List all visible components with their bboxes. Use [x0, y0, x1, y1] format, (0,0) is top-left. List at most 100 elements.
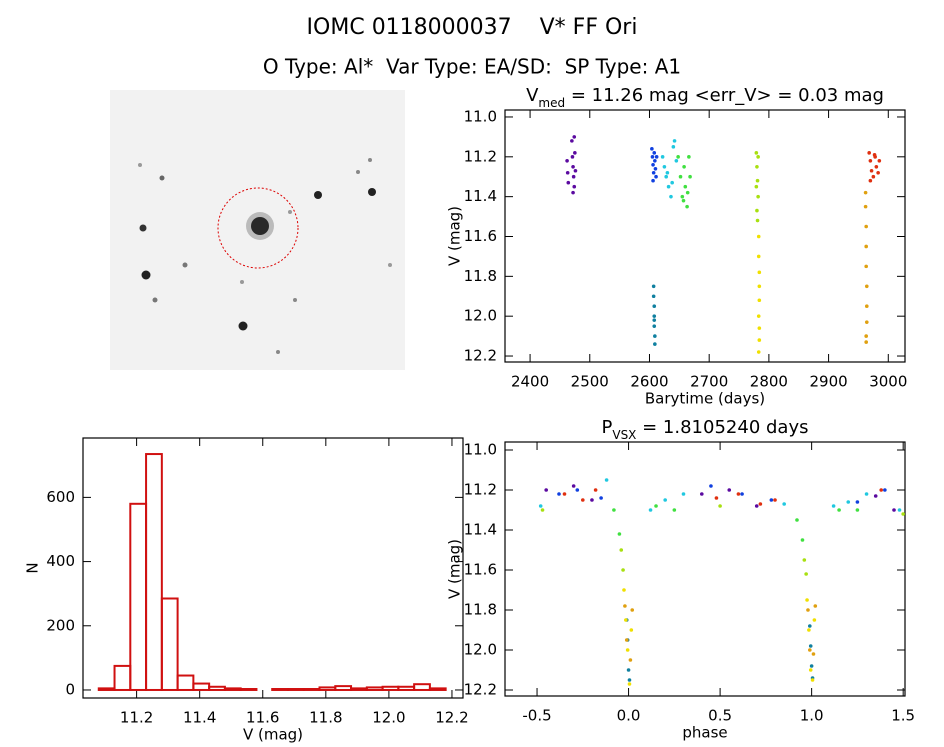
data-point: [651, 178, 655, 183]
data-point: [901, 512, 905, 516]
data-point: [811, 652, 816, 656]
histogram-bar: [318, 686, 337, 691]
data-point: [806, 608, 810, 612]
data-point: [864, 224, 868, 229]
data-point: [755, 218, 760, 223]
data-point: [864, 334, 868, 338]
x-axis-label: phase: [682, 724, 727, 742]
y-tick-label: 600: [46, 488, 75, 506]
x-tick-label: 0.5: [708, 707, 732, 725]
data-point: [572, 184, 577, 189]
plot-frame: [504, 441, 906, 697]
data-point: [831, 504, 836, 508]
data-point: [756, 155, 760, 159]
chart-title-part: = 1.8105240 days: [636, 417, 808, 438]
data-point: [873, 494, 878, 498]
y-tick-label: 11.8: [464, 601, 497, 619]
data-point: [757, 270, 762, 275]
data-point: [652, 151, 657, 155]
histogram-bar: [145, 453, 163, 691]
data-point: [846, 500, 851, 504]
data-point: [566, 180, 571, 185]
data-point: [681, 198, 686, 203]
data-point: [604, 478, 609, 482]
data-point: [808, 644, 813, 648]
data-point: [653, 158, 657, 163]
x-tick-label: 2700: [690, 373, 728, 391]
histogram-bar: [113, 664, 132, 691]
data-point: [809, 664, 814, 668]
data-point: [773, 498, 777, 502]
data-point: [617, 532, 622, 536]
data-point: [758, 502, 763, 506]
data-point: [625, 648, 630, 652]
data-point: [669, 194, 673, 199]
data-point: [663, 498, 667, 502]
data-point: [571, 484, 576, 488]
figure-title: IOMC 0118000037 V* FF Ori: [307, 15, 638, 40]
data-point: [572, 135, 577, 139]
data-point: [683, 184, 688, 189]
chart-title: PVSX = 1.8105240 days: [602, 417, 809, 442]
y-tick-label: 12.0: [464, 307, 497, 325]
data-point: [570, 139, 574, 143]
chart-title-part: med: [538, 96, 565, 110]
data-point: [804, 572, 808, 576]
data-point: [872, 153, 877, 157]
y-tick-label: 12.0: [464, 641, 497, 659]
histogram-bar: [413, 683, 431, 691]
data-point: [653, 342, 657, 346]
x-tick-label: 2500: [571, 373, 609, 391]
data-point: [685, 204, 689, 209]
x-tick-label: 2800: [750, 373, 788, 391]
y-axis-label: N: [24, 562, 42, 573]
data-point: [808, 668, 813, 672]
chart-title-part: V: [526, 85, 539, 106]
data-point: [813, 604, 818, 608]
data-point: [565, 170, 570, 175]
data-point: [628, 658, 633, 662]
data-point: [755, 164, 759, 169]
data-point: [699, 492, 704, 496]
data-point: [808, 648, 812, 652]
data-point: [864, 284, 869, 289]
data-point: [874, 164, 879, 169]
data-point: [802, 558, 807, 562]
data-point: [666, 184, 671, 189]
plot-frame: [82, 437, 464, 699]
data-point: [651, 162, 655, 167]
data-point: [687, 155, 691, 159]
y-tick-label: 11.4: [464, 187, 497, 205]
data-point: [727, 488, 732, 492]
data-point: [538, 504, 543, 508]
data-point: [648, 508, 653, 512]
data-point: [864, 244, 868, 249]
histogram-bar: [286, 688, 305, 691]
data-point: [654, 504, 658, 508]
data-point: [678, 174, 683, 179]
data-point: [795, 518, 799, 522]
data-point: [674, 158, 679, 163]
data-point: [864, 340, 868, 344]
data-point: [652, 324, 657, 328]
data-point: [653, 166, 658, 171]
data-point: [756, 314, 761, 318]
histogram-bar: [176, 674, 195, 691]
data-point: [651, 170, 656, 175]
data-point: [660, 155, 665, 159]
data-point: [621, 568, 625, 572]
y-tick-label: 11.6: [464, 227, 497, 245]
data-point: [863, 204, 868, 209]
chart-title-part: VSX: [612, 428, 636, 442]
data-point: [627, 682, 632, 686]
histogram-bar: [160, 597, 179, 691]
data-point: [565, 158, 569, 163]
data-point: [757, 298, 762, 303]
data-point: [736, 492, 741, 496]
data-point: [868, 178, 873, 183]
data-point: [676, 155, 680, 159]
data-point: [869, 168, 874, 173]
x-tick-label: 11.6: [246, 709, 279, 727]
chart-title-part: P: [602, 417, 613, 438]
data-point: [581, 498, 585, 502]
